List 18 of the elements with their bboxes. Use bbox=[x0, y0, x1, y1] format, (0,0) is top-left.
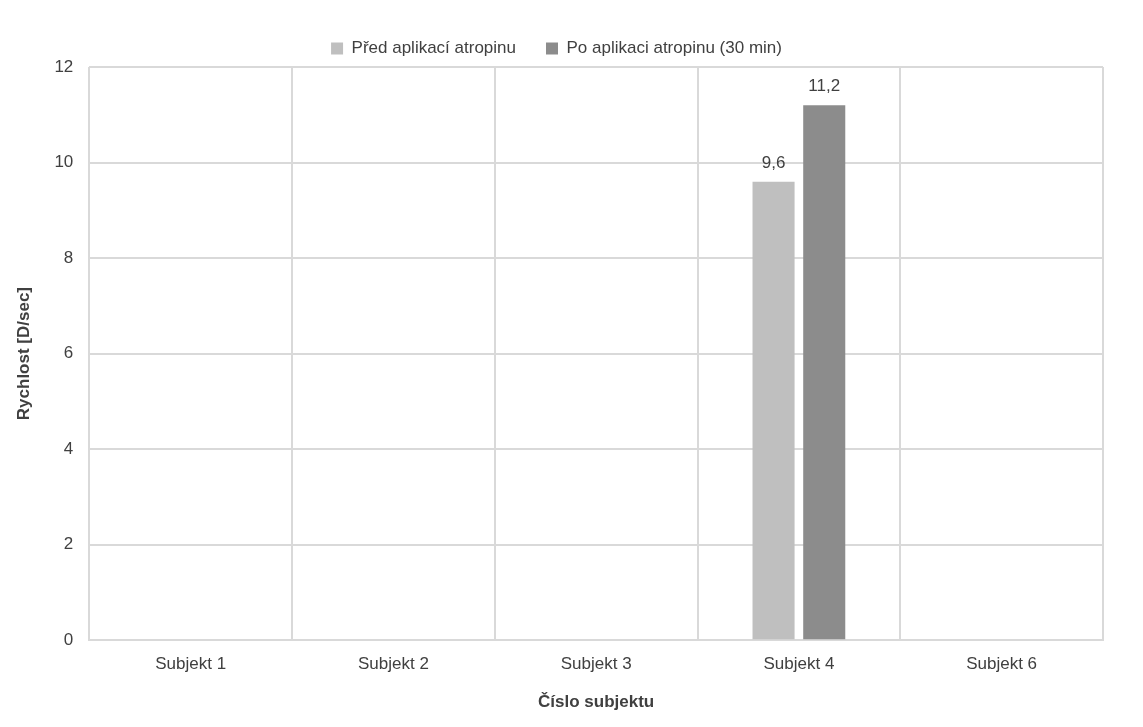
data-label: 9,6 bbox=[761, 152, 786, 172]
x-tick-label: Subjekt 4 bbox=[763, 654, 835, 674]
y-tick-label: 6 bbox=[63, 343, 74, 363]
y-tick-label: 2 bbox=[63, 534, 74, 554]
y-tick-label: 4 bbox=[63, 438, 74, 458]
x-tick-label: Subjekt 6 bbox=[966, 654, 1038, 674]
data-label: 11,2 bbox=[808, 76, 841, 96]
y-tick-label: 10 bbox=[54, 152, 74, 172]
y-tick-label: 8 bbox=[63, 247, 74, 267]
legend-label: Po aplikaci atropinu (30 min) bbox=[566, 38, 782, 58]
y-tick-label: 12 bbox=[54, 56, 74, 76]
legend-label: Před aplikací atropinu bbox=[351, 38, 516, 58]
y-axis-title: Rychlost [D/sec] bbox=[13, 287, 33, 421]
x-tick-label: Subjekt 3 bbox=[560, 654, 632, 674]
x-axis-title: Číslo subjektu bbox=[538, 692, 655, 712]
y-tick-label: 0 bbox=[63, 629, 74, 649]
x-tick-label: Subjekt 1 bbox=[155, 654, 227, 674]
x-tick-label: Subjekt 2 bbox=[357, 654, 429, 674]
